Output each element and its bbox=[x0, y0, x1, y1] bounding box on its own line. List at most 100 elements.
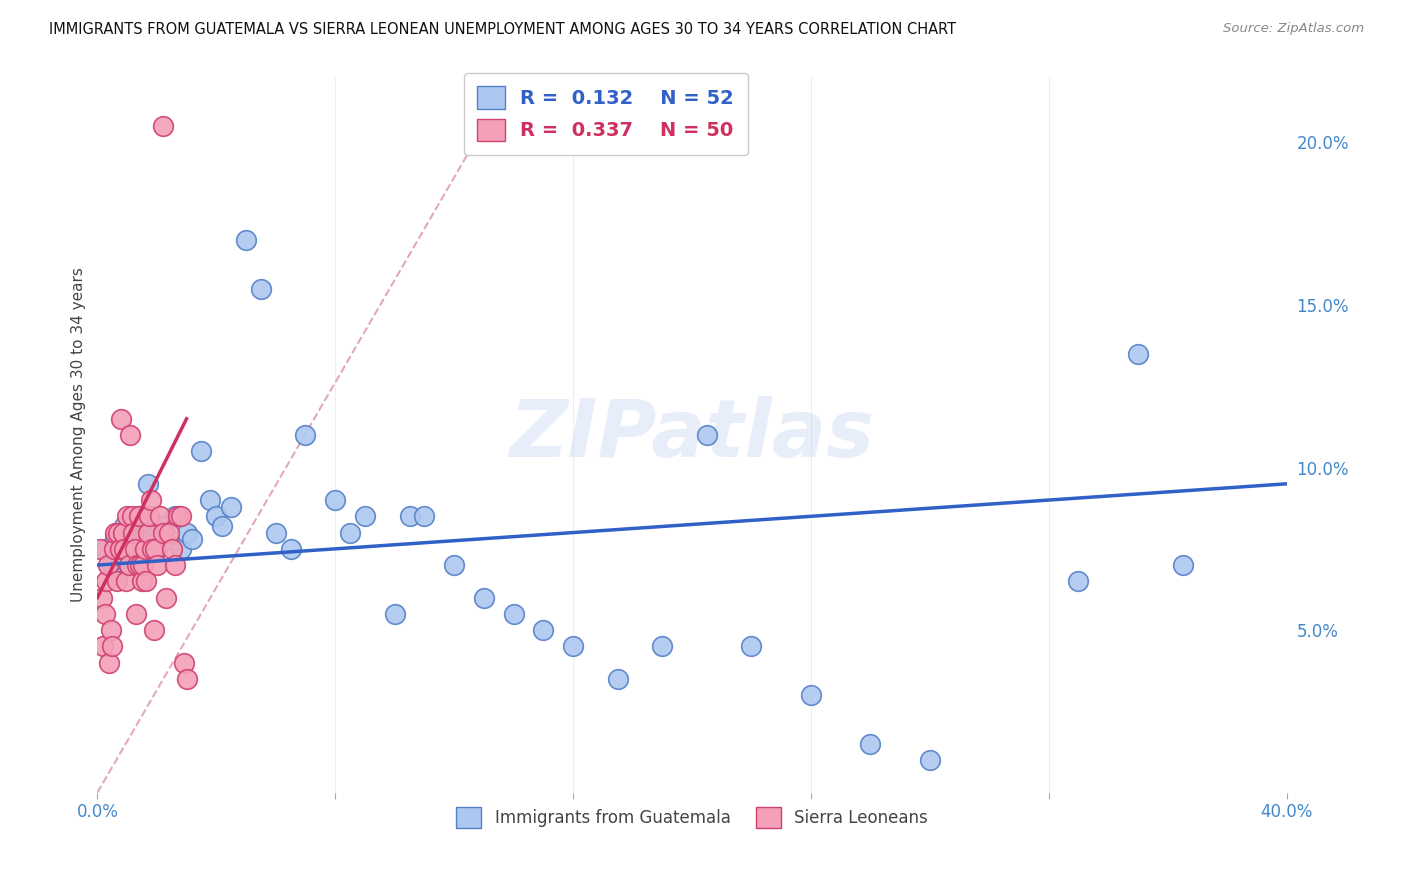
Point bbox=[1067, 574, 1090, 589]
Point bbox=[169, 509, 191, 524]
Point bbox=[91, 640, 114, 654]
Point bbox=[122, 549, 145, 563]
Point bbox=[146, 558, 169, 573]
Point bbox=[125, 607, 148, 621]
Point bbox=[134, 541, 156, 556]
Point bbox=[136, 476, 159, 491]
Point bbox=[339, 525, 361, 540]
Point bbox=[800, 688, 823, 702]
Point bbox=[125, 532, 148, 546]
Point bbox=[98, 656, 121, 670]
Point bbox=[100, 623, 122, 637]
Point bbox=[94, 607, 117, 621]
Point bbox=[139, 493, 162, 508]
Point bbox=[117, 558, 139, 573]
Point bbox=[190, 444, 212, 458]
Point bbox=[163, 509, 186, 524]
Point bbox=[104, 525, 127, 540]
Y-axis label: Unemployment Among Ages 30 to 34 years: Unemployment Among Ages 30 to 34 years bbox=[72, 268, 86, 602]
Point bbox=[135, 574, 157, 589]
Legend: Immigrants from Guatemala, Sierra Leoneans: Immigrants from Guatemala, Sierra Leonea… bbox=[450, 801, 934, 834]
Point bbox=[112, 541, 135, 556]
Point bbox=[472, 591, 495, 605]
Point bbox=[160, 541, 183, 556]
Point bbox=[110, 551, 132, 566]
Point bbox=[129, 558, 152, 573]
Point bbox=[121, 509, 143, 524]
Point bbox=[143, 541, 166, 556]
Point bbox=[103, 541, 125, 556]
Point bbox=[122, 525, 145, 540]
Point bbox=[235, 233, 257, 247]
Point bbox=[651, 640, 673, 654]
Point bbox=[696, 428, 718, 442]
Point bbox=[205, 509, 228, 524]
Point bbox=[136, 525, 159, 540]
Point bbox=[1126, 347, 1149, 361]
Point bbox=[163, 558, 186, 573]
Point bbox=[323, 493, 346, 508]
Point bbox=[115, 541, 138, 556]
Text: IMMIGRANTS FROM GUATEMALA VS SIERRA LEONEAN UNEMPLOYMENT AMONG AGES 30 TO 34 YEA: IMMIGRANTS FROM GUATEMALA VS SIERRA LEON… bbox=[49, 22, 956, 37]
Point bbox=[128, 509, 150, 524]
Point bbox=[110, 411, 132, 425]
Point bbox=[606, 672, 628, 686]
Point bbox=[152, 119, 174, 133]
Point bbox=[413, 509, 436, 524]
Point bbox=[108, 541, 131, 556]
Point bbox=[149, 509, 172, 524]
Text: Source: ZipAtlas.com: Source: ZipAtlas.com bbox=[1223, 22, 1364, 36]
Point bbox=[1171, 558, 1194, 573]
Point bbox=[120, 525, 142, 540]
Point bbox=[562, 640, 585, 654]
Point bbox=[280, 541, 302, 556]
Point bbox=[859, 737, 882, 751]
Point bbox=[918, 753, 941, 767]
Point bbox=[200, 493, 222, 508]
Point bbox=[101, 558, 124, 573]
Point bbox=[157, 532, 180, 546]
Point bbox=[101, 640, 124, 654]
Point bbox=[173, 656, 195, 670]
Point bbox=[138, 509, 160, 524]
Point bbox=[443, 558, 465, 573]
Point bbox=[97, 558, 120, 573]
Point bbox=[152, 525, 174, 540]
Point bbox=[211, 519, 233, 533]
Point bbox=[181, 532, 204, 546]
Point bbox=[176, 525, 198, 540]
Point bbox=[264, 525, 287, 540]
Point bbox=[96, 541, 118, 556]
Text: ZIPatlas: ZIPatlas bbox=[509, 396, 875, 474]
Point bbox=[115, 509, 138, 524]
Point bbox=[107, 525, 129, 540]
Point bbox=[152, 519, 174, 533]
Point bbox=[105, 574, 128, 589]
Point bbox=[155, 591, 177, 605]
Point bbox=[127, 558, 149, 573]
Point bbox=[398, 509, 420, 524]
Point bbox=[141, 541, 163, 556]
Point bbox=[219, 500, 242, 514]
Point bbox=[112, 519, 135, 533]
Point bbox=[384, 607, 406, 621]
Point bbox=[134, 525, 156, 540]
Point bbox=[139, 532, 162, 546]
Point bbox=[120, 428, 142, 442]
Point bbox=[146, 541, 169, 556]
Point bbox=[157, 525, 180, 540]
Point bbox=[502, 607, 524, 621]
Point bbox=[114, 574, 136, 589]
Point bbox=[131, 574, 153, 589]
Point bbox=[142, 623, 165, 637]
Point bbox=[740, 640, 762, 654]
Point bbox=[131, 558, 153, 573]
Point bbox=[169, 541, 191, 556]
Point bbox=[294, 428, 316, 442]
Point bbox=[104, 532, 127, 546]
Point bbox=[128, 509, 150, 524]
Point bbox=[166, 509, 188, 524]
Point bbox=[176, 672, 198, 686]
Point bbox=[90, 591, 112, 605]
Point bbox=[111, 525, 134, 540]
